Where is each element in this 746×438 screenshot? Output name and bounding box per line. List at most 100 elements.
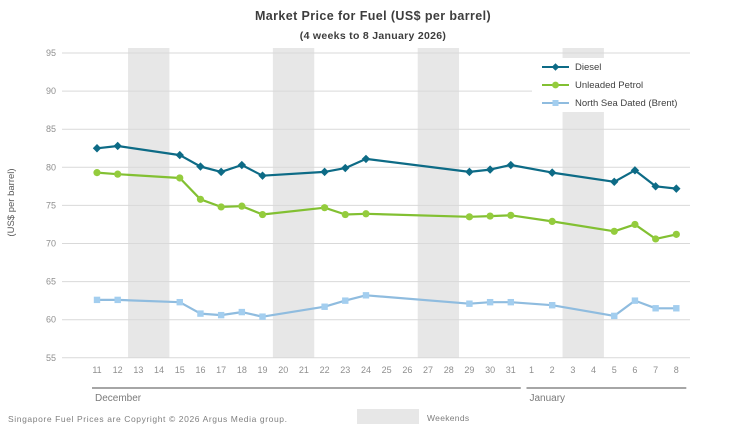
weekend-swatch (357, 409, 419, 424)
x-tick-label: 25 (382, 365, 392, 375)
circle-marker-icon (196, 195, 205, 203)
diamond-marker-icon (175, 150, 184, 160)
circle-marker-icon (362, 210, 370, 218)
circle-marker-icon (93, 169, 101, 177)
series-line-north-sea-dated-brent (95, 294, 678, 318)
x-tick-label: 26 (402, 365, 412, 375)
series-line-unleaded-petrol (95, 171, 678, 240)
x-tick-label: 23 (340, 365, 350, 375)
square-marker-icon (507, 298, 514, 306)
diamond-marker-icon (361, 154, 371, 164)
x-tick-label: 8 (674, 365, 679, 375)
diamond-marker-icon (547, 168, 557, 177)
circle-marker-icon (548, 217, 556, 226)
circle-marker-icon (238, 202, 246, 210)
y-tick-label: 90 (46, 86, 56, 96)
series-unleaded-petrol (93, 169, 680, 243)
circle-marker-icon (672, 230, 680, 238)
diamond-marker-icon (485, 165, 495, 174)
x-tick-label: 27 (423, 365, 433, 375)
square-marker-icon (466, 300, 473, 307)
circle-marker-icon (341, 210, 349, 219)
series-north-sea-dated-brent (93, 292, 680, 320)
circle-marker-icon (652, 235, 660, 243)
y-tick-label: 70 (46, 239, 56, 249)
x-tick-label: 17 (216, 365, 226, 375)
circle-marker-icon (217, 203, 225, 211)
x-tick-label: 1 (529, 365, 534, 375)
x-tick-label: 22 (320, 365, 330, 375)
x-tick-labels: 11 12 13 14 15 16 17 18 19 20 21 22 23 24 25 26 27 28 29 30… (92, 365, 678, 375)
series-line-diesel (95, 144, 678, 190)
circle-marker-icon (258, 210, 267, 219)
diamond-marker-icon (672, 184, 681, 193)
x-tick-label: 21 (299, 365, 309, 375)
diamond-marker-icon (651, 182, 660, 191)
x-tick-label: 15 (175, 365, 185, 375)
diamond-swatch-icon (542, 63, 569, 71)
month-axis: December January (92, 387, 687, 404)
y-tick-label: 85 (46, 124, 56, 134)
circle-marker-icon (610, 227, 618, 235)
y-tick-label: 80 (46, 162, 56, 172)
circle-marker-icon (465, 213, 474, 221)
x-tick-label: 14 (154, 365, 164, 375)
chart-subtitle: (4 weeks to 8 January 2026) (299, 30, 447, 42)
circle-marker-icon (114, 170, 122, 178)
chart-legend: Diesel Unleaded Petrol North Sea Dated (Br… (532, 58, 702, 112)
y-tick-label: 55 (46, 353, 56, 363)
square-marker-icon (259, 313, 266, 320)
diamond-marker-icon (216, 167, 226, 177)
x-tick-label: 5 (612, 365, 617, 375)
circle-marker-icon (320, 204, 329, 212)
square-marker-icon (548, 302, 556, 309)
series-diesel (92, 141, 681, 193)
square-marker-icon (114, 296, 121, 304)
x-tick-label: 7 (653, 365, 658, 375)
square-marker-icon (321, 303, 328, 310)
x-tick-label: 3 (570, 365, 575, 375)
square-marker-icon (93, 296, 101, 304)
diamond-marker-icon (630, 166, 640, 175)
weekend-band (272, 48, 315, 358)
x-tick-label: 18 (237, 365, 247, 375)
weekend-legend-label: Weekends (427, 413, 470, 423)
circle-marker-icon (507, 211, 515, 219)
square-marker-icon (611, 312, 618, 320)
diamond-marker-icon (610, 177, 619, 186)
circle-marker-icon (631, 220, 639, 229)
x-tick-label: 16 (195, 365, 205, 375)
square-marker-icon (652, 305, 659, 312)
square-marker-icon (217, 311, 225, 319)
circle-swatch-icon (542, 81, 569, 89)
square-marker-icon (342, 297, 349, 304)
month-label-december: December (95, 393, 142, 404)
square-marker-icon (176, 298, 183, 306)
diamond-marker-icon (341, 163, 350, 173)
y-tick-labels: 55 60 65 70 75 80 85 90 95 (46, 48, 56, 363)
diamond-marker-icon (113, 141, 122, 151)
x-tick-label: 13 (133, 365, 143, 375)
square-marker-icon (631, 297, 639, 304)
x-tick-label: 11 (92, 365, 101, 375)
x-tick-label: 24 (361, 365, 371, 375)
circle-marker-icon (176, 174, 184, 182)
diamond-marker-icon (237, 160, 247, 170)
diamond-marker-icon (92, 144, 102, 153)
legend-label: North Sea Dated (Brent) (575, 97, 678, 109)
legend-item-unleaded-petrol: Unleaded Petrol (532, 77, 702, 93)
x-tick-label: 31 (506, 365, 516, 375)
weekend-band (417, 48, 460, 358)
y-tick-label: 60 (46, 315, 56, 325)
x-tick-label: 4 (591, 365, 596, 375)
legend-item-north-sea-dated-brent: North Sea Dated (Brent) (532, 95, 702, 111)
x-tick-label: 20 (278, 365, 288, 375)
y-tick-label: 65 (46, 277, 56, 287)
legend-label: Diesel (575, 61, 602, 73)
diamond-marker-icon (465, 167, 474, 177)
square-marker-icon (673, 305, 680, 312)
month-label-january: January (529, 393, 565, 404)
diamond-marker-icon (320, 167, 329, 177)
x-tick-label: 12 (113, 365, 123, 375)
